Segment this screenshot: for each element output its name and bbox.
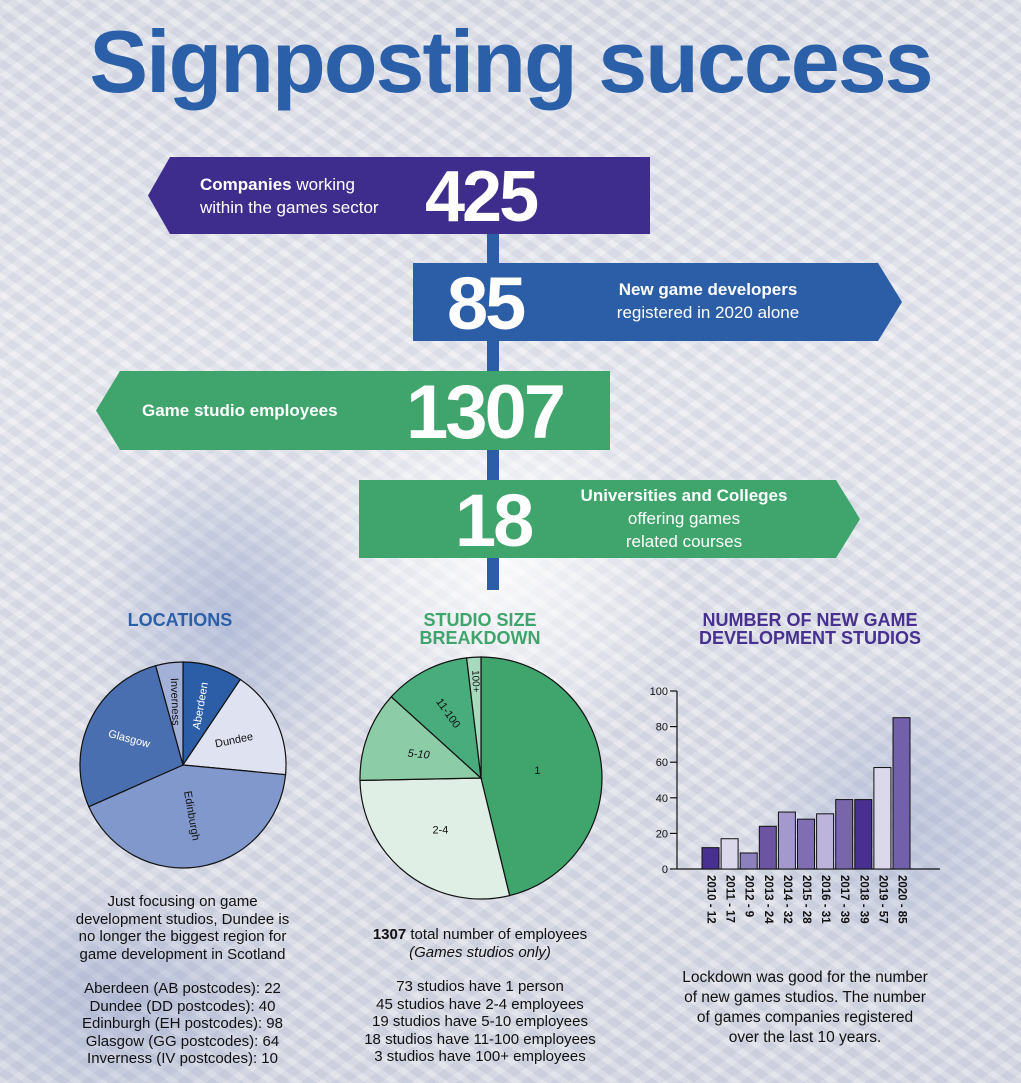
sign-universities-label: Universities and Colleges offering games… [580, 486, 788, 551]
caption-line: development studios, Dundee is [75, 910, 290, 928]
bar-2018 [854, 799, 873, 870]
pie-slice-100- [465, 656, 482, 779]
studio-total-note: (Games studios only) [409, 943, 551, 961]
sign-employees-value: 1307 [406, 370, 566, 455]
locations-caption: Just focusing on game development studio… [40, 893, 325, 1068]
bar-2020 [892, 717, 911, 870]
studio-size-heading-line2: BREAKDOWN [419, 628, 541, 648]
sign-new-developers-value: 85 [447, 262, 524, 345]
studio-size-count: 18 studios have 11-100 employees [364, 1030, 596, 1048]
location-count: Aberdeen (AB postcodes): 22 [84, 980, 281, 997]
pie-slice-5-10 [359, 695, 483, 782]
bar-2011 [720, 838, 739, 870]
sign-companies: Companies working within the games secto… [148, 157, 650, 234]
new-studios-heading-line2: DEVELOPMENT STUDIOS [698, 628, 922, 648]
studio-size-count: 45 studios have 2-4 employees [376, 995, 584, 1013]
x-tick-label: 2015 - 28 [800, 875, 812, 924]
locations-heading: LOCATIONS [127, 610, 233, 630]
pie-slice-1 [480, 656, 603, 897]
new-studios-heading-line1: NUMBER OF NEW GAME [702, 610, 918, 630]
pie-slice-2-4 [359, 777, 511, 900]
y-tick-label: 40 [656, 793, 668, 805]
sign-universities: 18 Universities and Colleges offering ga… [359, 480, 860, 558]
x-tick-label: 2020 - 85 [895, 875, 907, 924]
sign-universities-value: 18 [455, 479, 532, 562]
sign-employees: Game studio employees 1307 [96, 371, 610, 450]
x-tick-label: 2014 - 32 [781, 875, 793, 924]
pie-label: 2-4 [432, 825, 448, 837]
pie-label: 100+ [469, 670, 481, 693]
bar-2012 [739, 852, 758, 870]
x-tick-label: 2019 - 57 [876, 875, 888, 924]
pie-slice-glasgow [79, 664, 184, 808]
bar-2015 [797, 818, 815, 870]
bar-chart-x-labels: 2010 - 12 2011 - 17 2012 - 9 2013 - 24 2014 … [704, 875, 907, 924]
y-tick-label: 80 [656, 722, 668, 734]
location-count: Glasgow (GG postcodes): 64 [85, 1032, 280, 1050]
pie-label: Inverness [168, 678, 182, 727]
pie-slice-inverness [154, 661, 184, 766]
location-count: Edinburgh (EH postcodes): 98 [82, 1015, 283, 1032]
bar-2019 [873, 767, 892, 870]
x-tick-label: 2017 - 39 [838, 875, 850, 924]
studio-size-count: 19 studios have 5-10 employees [372, 1013, 588, 1030]
sign-new-developers: 85 New game developers registered in 202… [413, 263, 902, 341]
y-tick-label: 0 [662, 864, 668, 876]
caption-line: no longer the biggest region for [78, 928, 287, 945]
page-title: Signposting success [89, 12, 933, 111]
x-tick-label: 2016 - 31 [819, 875, 831, 924]
x-tick-label: 2012 - 9 [743, 875, 755, 917]
location-count: Inverness (IV postcodes): 10 [87, 1050, 278, 1067]
x-tick-label: 2013 - 24 [762, 875, 774, 924]
caption-line: over the last 10 years. [728, 1029, 882, 1046]
studio-size-heading-line1: STUDIO SIZE [423, 610, 537, 630]
bar-chart-bars [701, 717, 911, 870]
studio-total: 1307 total number of employees [372, 926, 588, 943]
studio-size-caption: 1307 total number of employees (Games st… [340, 926, 620, 1066]
caption-line: Just focusing on game [107, 893, 258, 910]
x-tick-label: 2018 - 39 [857, 875, 869, 924]
y-tick-label: 60 [656, 757, 668, 769]
bar-2014 [777, 811, 796, 870]
bar-2016 [816, 813, 835, 870]
studio-size-count: 73 studios have 1 person [396, 978, 564, 995]
pie-slice-dundee [181, 678, 287, 776]
bar-2017 [835, 799, 854, 870]
y-tick-label: 20 [656, 828, 668, 840]
pie-label: 5-10 [407, 748, 431, 762]
location-count: Dundee (DD postcodes): 40 [89, 997, 276, 1015]
bar-2013 [758, 825, 777, 870]
studio-size-count: 3 studios have 100+ employees [374, 1048, 586, 1065]
bar-2010 [701, 847, 720, 870]
sign-companies-label: Companies working within the games secto… [200, 175, 379, 217]
caption-line: of new games studios. The number [684, 989, 926, 1006]
new-studios-caption: Lockdown was good for the number of new … [650, 968, 960, 1048]
caption-line: Lockdown was good for the number [682, 969, 928, 986]
caption-line: of games companies registered [696, 1009, 914, 1026]
studio-size-heading: STUDIO SIZE BREAKDOWN [380, 611, 580, 647]
x-tick-label: 2011 - 17 [724, 875, 736, 923]
y-tick-label: 100 [650, 686, 668, 698]
pie-slice-11-100 [390, 657, 482, 780]
x-tick-label: 2010 - 12 [704, 875, 716, 924]
pie-slice-edinburgh [88, 764, 287, 869]
sign-companies-value: 425 [425, 157, 539, 237]
caption-line: game development in Scotland [79, 945, 286, 963]
sign-new-developers-label: New game developers registered in 2020 a… [616, 280, 800, 322]
pie-label: 1 [534, 765, 540, 777]
new-studios-heading: NUMBER OF NEW GAME DEVELOPMENT STUDIOS [660, 611, 960, 647]
sign-employees-label: Game studio employees [142, 401, 338, 420]
